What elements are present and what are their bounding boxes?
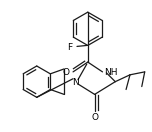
Text: N: N xyxy=(72,78,78,87)
Text: O: O xyxy=(91,113,98,122)
Text: NH: NH xyxy=(105,68,118,77)
Text: O: O xyxy=(63,68,70,77)
Text: F: F xyxy=(67,43,73,52)
